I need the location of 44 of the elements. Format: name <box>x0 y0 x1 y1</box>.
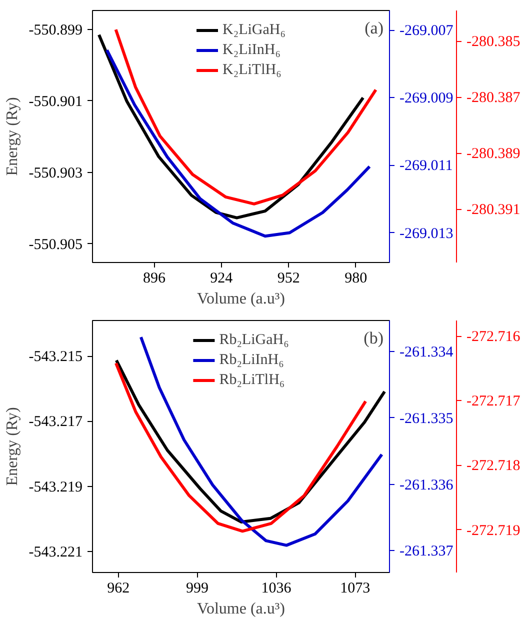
y3-tick-label: -280.391 <box>466 202 520 218</box>
y3-tick-label: -280.389 <box>466 146 520 162</box>
y2-tick-label: -261.336 <box>400 477 454 494</box>
y3-tick-label: -272.717 <box>466 394 521 410</box>
y2-tick-label: -269.009 <box>400 90 454 107</box>
y-tick-label: -543.215 <box>28 349 83 366</box>
x-tick-label: 1073 <box>340 580 370 596</box>
legend-label: K₂LiTlH₆ <box>222 61 282 79</box>
y3-tick-label: -272.719 <box>466 522 520 539</box>
y2-tick-label: -269.011 <box>400 158 453 174</box>
y3-tick-label: -272.716 <box>466 329 521 346</box>
legend-label: Rb₂LiTlH₆ <box>219 371 285 389</box>
x-tick-label: 962 <box>107 580 130 596</box>
y3-tick-label: -272.718 <box>466 458 520 474</box>
y2-tick-label: -261.335 <box>400 410 454 427</box>
x-tick-label: 999 <box>186 580 209 596</box>
y-tick-label: -543.217 <box>28 414 83 430</box>
y-tick-label: -543.219 <box>28 479 83 496</box>
y-tick-label: -550.903 <box>28 165 83 182</box>
x-tick-label: 952 <box>277 270 300 286</box>
x-tick-label: 896 <box>142 270 166 286</box>
y2-tick-label: -269.007 <box>400 23 454 40</box>
x-tick-label: 924 <box>210 270 234 286</box>
x-axis-title: Volume (a.u³) <box>196 290 286 308</box>
y-axis-title: Energy (Ry) <box>4 97 21 176</box>
annotation: (b) <box>364 328 384 348</box>
y2-tick-label: -269.013 <box>400 226 454 242</box>
y-tick-label: -550.905 <box>28 236 83 253</box>
y2-tick-label: -261.337 <box>400 544 454 560</box>
legend-label: Rb₂LiInH₆ <box>219 351 284 369</box>
x-tick-label: 980 <box>344 270 368 286</box>
y-tick-label: -550.899 <box>28 22 83 38</box>
legend-label: Rb₂LiGaH₆ <box>219 331 289 349</box>
legend-label: K₂LiInH₆ <box>222 41 280 59</box>
y3-tick-label: -280.385 <box>466 34 520 50</box>
y-tick-label: -550.901 <box>28 94 83 110</box>
annotation: (a) <box>364 18 384 38</box>
y2-tick-label: -261.334 <box>400 344 454 361</box>
x-tick-label: 1036 <box>261 580 292 596</box>
y-tick-label: -543.221 <box>28 544 83 561</box>
x-axis-title: Volume (a.u³) <box>196 600 286 618</box>
y-axis-title: Energy (Ry) <box>4 407 21 486</box>
legend-label: K₂LiGaH₆ <box>222 21 286 39</box>
y3-tick-label: -280.387 <box>466 90 521 106</box>
